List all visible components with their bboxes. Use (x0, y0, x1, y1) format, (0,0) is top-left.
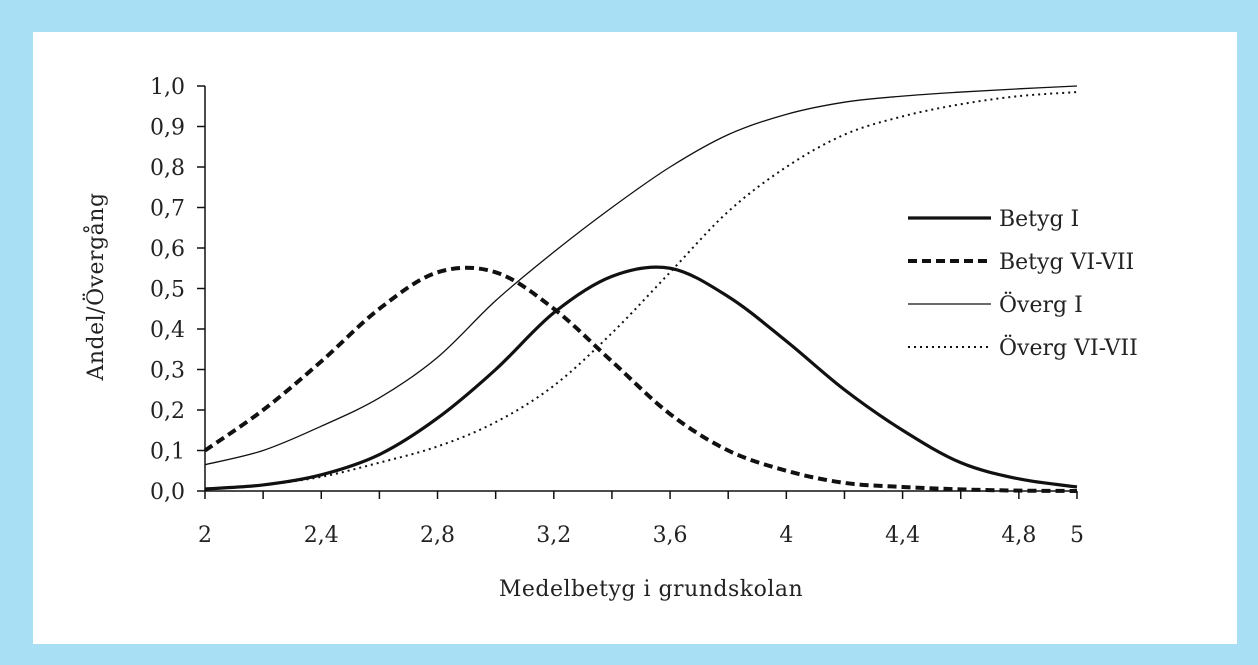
x-tick-label: 2,8 (420, 523, 455, 548)
y-tick-label: 0,9 (150, 116, 185, 141)
legend-label-betyg-vi-vii: Betyg VI-VII (999, 250, 1134, 275)
y-axis-title: Andel/Övergång (82, 192, 109, 381)
y-tick-label: 0,2 (150, 399, 185, 424)
series-line-overg-vi-vii (204, 91, 1078, 490)
y-tick-label: 0,1 (150, 440, 185, 465)
series-line-betyg-i (204, 265, 1078, 491)
legend: Betyg I Betyg VI-VII Överg I Överg VI-VII (908, 207, 1138, 361)
y-tick-label: 0,7 (150, 197, 185, 222)
legend-label-overg-i: Överg I (999, 291, 1083, 318)
y-tick-label: 0,4 (150, 318, 185, 343)
legend-label-overg-vi-vii: Överg VI-VII (999, 334, 1138, 361)
line-chart: 0,0 0,1 0,2 0,3 0,4 0,5 0,6 0,7 0,8 0,9 1,0 2 2,4 2,8… (82, 75, 1138, 602)
x-tick-label: 4,8 (1001, 523, 1036, 548)
chart-panel: 0,0 0,1 0,2 0,3 0,4 0,5 0,6 0,7 0,8 0,9 1,0 2 2,4 2,8… (33, 32, 1237, 644)
y-tick-label: 0,5 (150, 278, 185, 303)
x-tick-label: 5 (1070, 523, 1084, 548)
y-tick-label: 0,6 (150, 237, 185, 262)
series-layer (203, 85, 1078, 493)
y-tick-label: 0,8 (150, 156, 185, 181)
x-tick-label: 4,4 (885, 523, 920, 548)
series-line-betyg-vi-vii (203, 265, 1078, 493)
x-tick-label: 4 (779, 523, 793, 548)
x-tick-label: 3,2 (536, 523, 571, 548)
y-tick-label: 1,0 (150, 75, 185, 100)
legend-label-betyg-i: Betyg I (999, 207, 1079, 232)
y-tick-label: 0,3 (150, 359, 185, 384)
x-tick-label: 2 (198, 523, 212, 548)
y-tick-label: 0,0 (150, 480, 185, 505)
x-tick-label: 3,6 (653, 523, 688, 548)
x-axis-title: Medelbetyg i grundskolan (499, 577, 803, 602)
series-line-overg-i (204, 85, 1078, 466)
x-tick-label: 2,4 (304, 523, 339, 548)
axes: 0,0 0,1 0,2 0,3 0,4 0,5 0,6 0,7 0,8 0,9 1,0 2 2,4 2,8… (150, 75, 1084, 548)
